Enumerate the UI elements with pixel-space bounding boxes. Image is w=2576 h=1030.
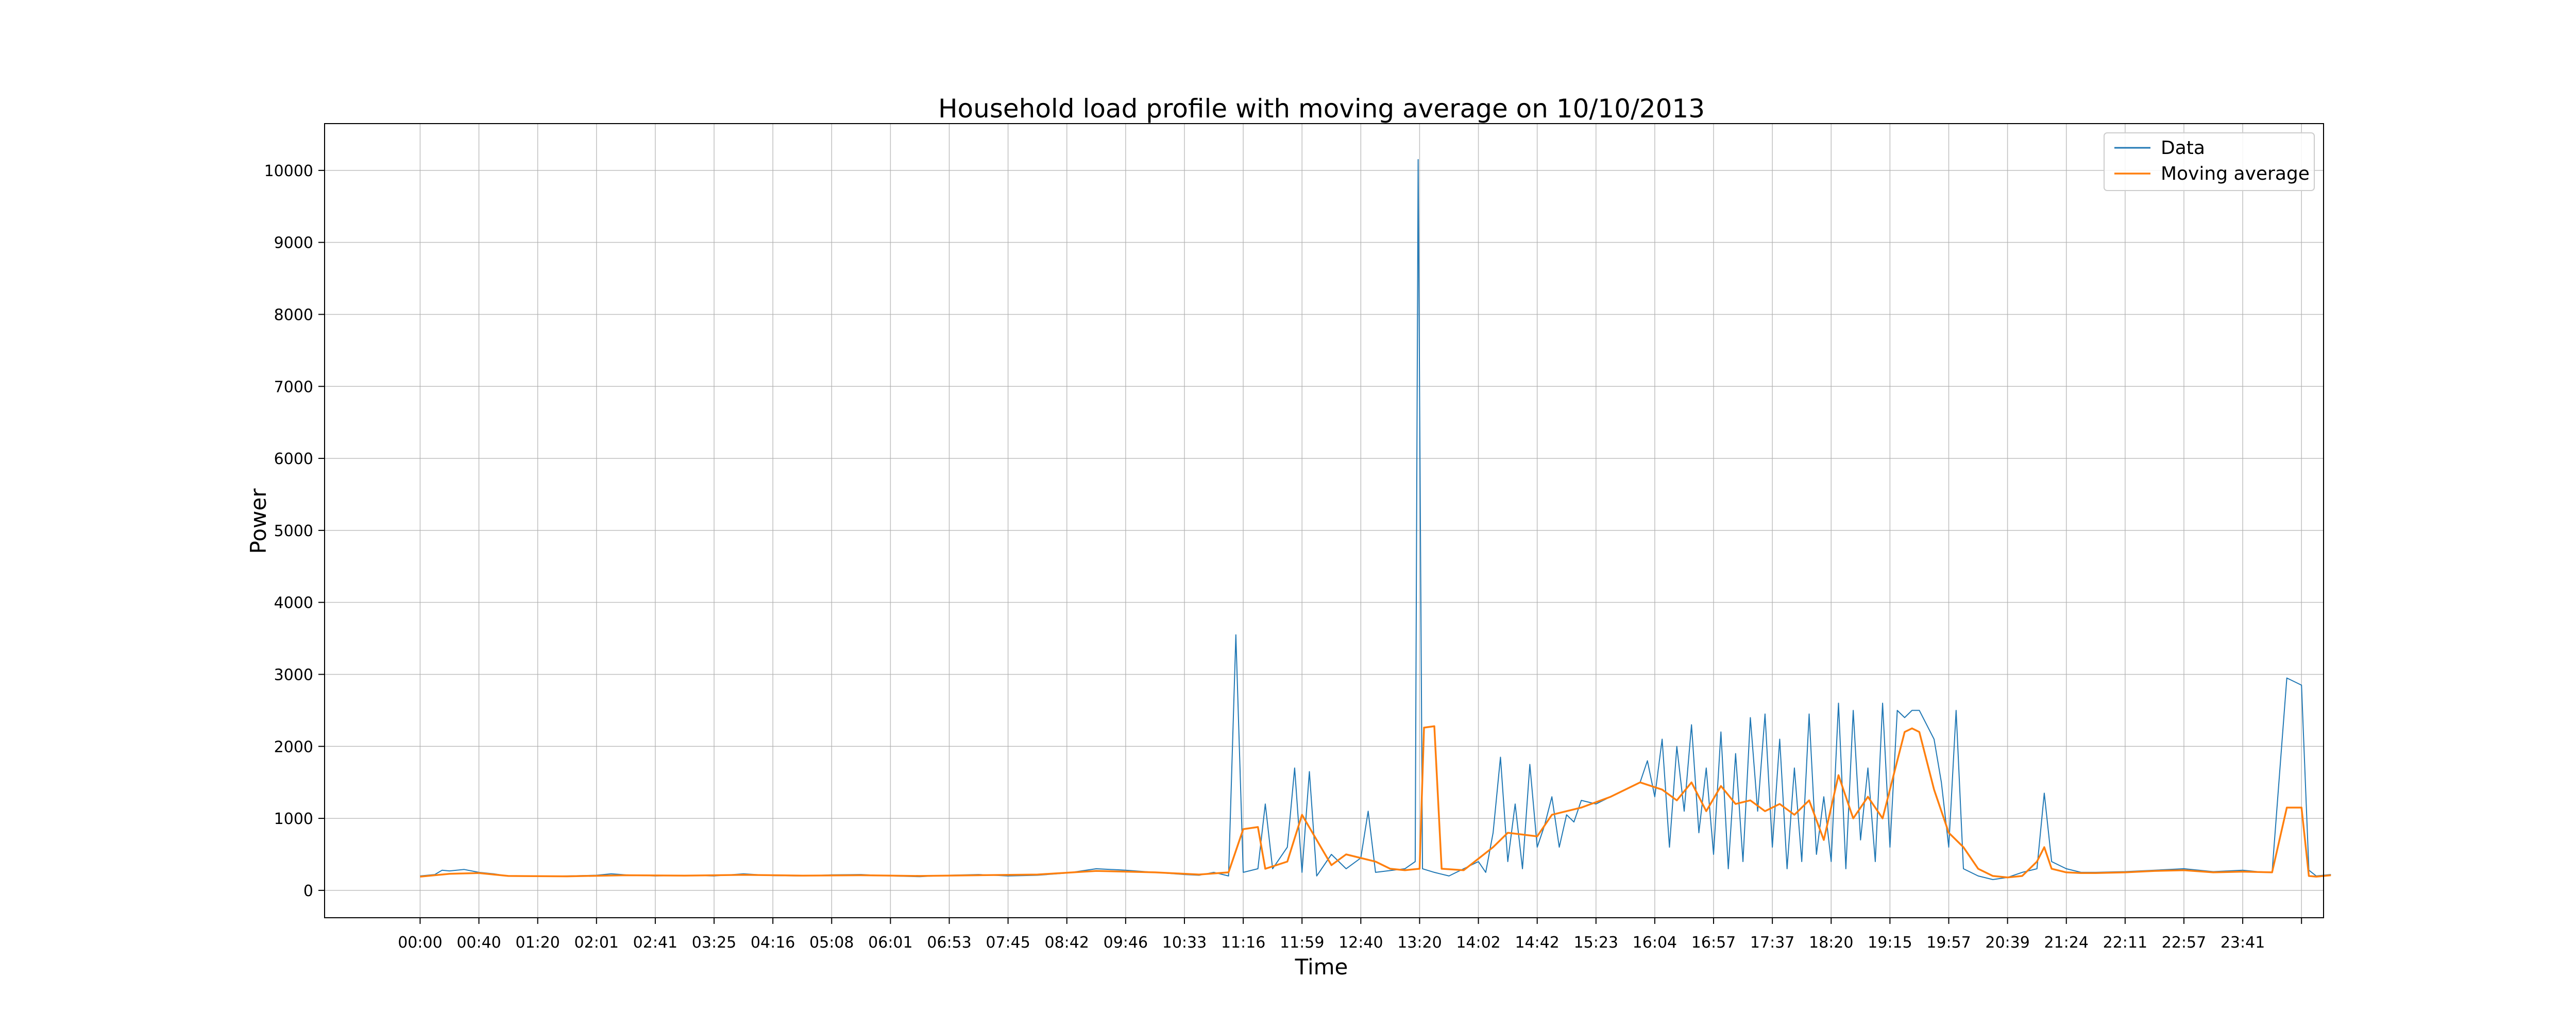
x-tick-label: 11:16: [1221, 934, 1265, 952]
y-tick-label: 2000: [274, 738, 313, 756]
y-tick-label: 1000: [274, 810, 313, 828]
legend: Data Moving average: [2104, 132, 2315, 191]
plot-frame: [324, 123, 2324, 918]
x-tick-label: 20:39: [1985, 934, 2029, 952]
x-tick-label: 01:20: [515, 934, 560, 952]
x-tick-label: 11:59: [1280, 934, 1324, 952]
x-tick-label: 19:57: [1926, 934, 1971, 952]
y-tick-label: 10000: [264, 162, 313, 180]
x-tick-label: 02:01: [574, 934, 619, 952]
x-tick-label: 09:46: [1104, 934, 1148, 952]
y-axis-label: Power: [246, 488, 271, 554]
x-tick-label: 16:57: [1691, 934, 1736, 952]
y-tick-label: 0: [303, 882, 313, 900]
x-tick-label: 06:01: [868, 934, 912, 952]
chart-title: Household load profile with moving avera…: [938, 94, 1705, 124]
x-tick-label: 15:23: [1574, 934, 1618, 952]
y-tick-label: 5000: [274, 522, 313, 540]
ticks: 0 1000 2000 3000 4000 5000 6000 7000 8000 9000 100…: [264, 162, 2302, 952]
x-tick-label: 06:53: [927, 934, 971, 952]
series-line-moving-average: [420, 725, 2331, 879]
x-tick-label: 17:37: [1750, 934, 1794, 952]
x-tick-label: 10:33: [1162, 934, 1207, 952]
x-tick-label: 04:16: [751, 934, 795, 952]
y-tick-label: 6000: [274, 450, 313, 468]
x-tick-label: 00:40: [456, 934, 501, 952]
x-axis-label: Time: [1295, 954, 1348, 980]
x-tick-label: 02:41: [633, 934, 677, 952]
x-tick-label: 00:00: [398, 934, 442, 952]
x-tick-label: 18:20: [1809, 934, 1853, 952]
x-tick-label: 22:57: [2162, 934, 2206, 952]
legend-label-data: Data: [2161, 138, 2205, 159]
x-tick-label: 19:15: [1868, 934, 1912, 952]
x-tick-label: 08:42: [1045, 934, 1089, 952]
y-tick-label: 4000: [274, 594, 313, 612]
legend-frame: [2104, 132, 2315, 191]
x-tick-label: 13:20: [1397, 934, 1442, 952]
x-tick-label: 14:02: [1456, 934, 1500, 952]
y-tick-label: 9000: [274, 234, 313, 252]
x-tick-label: 16:04: [1633, 934, 1677, 952]
series-layer: [420, 159, 2331, 880]
x-tick-label: 22:11: [2103, 934, 2147, 952]
grid: [325, 124, 2324, 918]
x-tick-label: 03:25: [692, 934, 736, 952]
x-tick-label: 07:45: [986, 934, 1030, 952]
x-tick-label: 12:40: [1338, 934, 1383, 952]
y-tick-label: 7000: [274, 378, 313, 396]
x-tick-label: 14:42: [1515, 934, 1559, 952]
x-tick-label: 23:41: [2221, 934, 2265, 952]
x-tick-label: 21:24: [2044, 934, 2089, 952]
y-tick-label: 3000: [274, 666, 313, 684]
legend-label-moving-average: Moving average: [2161, 163, 2310, 184]
x-tick-label: 05:08: [809, 934, 854, 952]
y-tick-label: 8000: [274, 306, 313, 324]
